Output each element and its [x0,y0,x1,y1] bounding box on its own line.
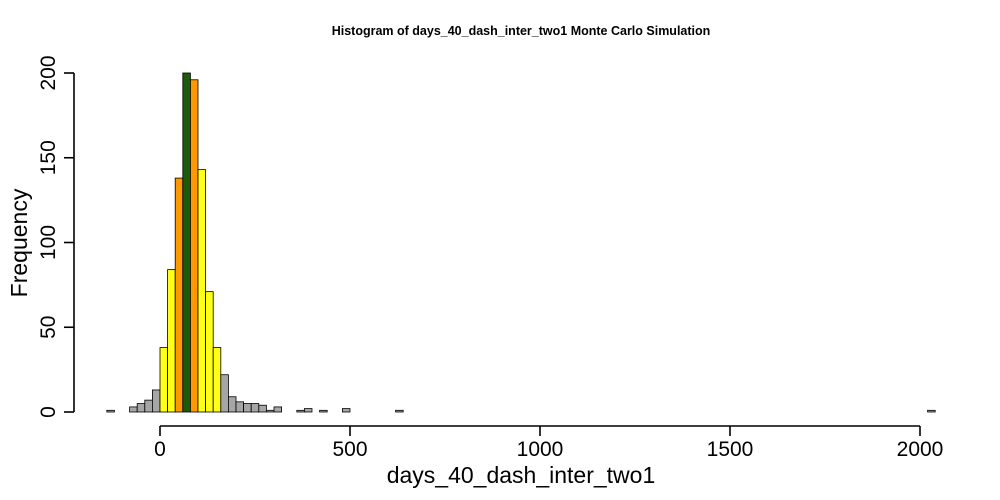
histogram-bar [174,177,184,413]
x-axis-label: days_40_dash_inter_two1 [387,462,656,488]
y-axis-label: Frequency [6,188,32,297]
histogram-bar [235,401,244,413]
histogram-bar [296,409,305,413]
histogram-bar [144,399,153,413]
histogram-bar [319,409,328,413]
x-tick-label: 1000 [517,438,564,461]
histogram-bar [250,403,260,413]
x-tick-label: 1500 [707,438,754,461]
y-axis: 0 50 100 150 200 [37,55,75,418]
histogram-bar [258,404,267,413]
x-tick-label: 500 [332,438,367,461]
histogram-bar [197,169,206,413]
histogram-bar [205,291,214,413]
histogram-bar [151,389,161,413]
histogram-bar [395,409,404,413]
histogram-bar [182,72,191,413]
histogram-bar [189,79,199,413]
histogram-bar [227,396,237,413]
histogram-bar [273,406,282,413]
histogram-bar [159,347,168,413]
y-tick-label: 50 [37,316,60,339]
y-tick-label: 100 [37,225,60,260]
histogram-bar [265,409,275,413]
histogram-bar [927,409,936,413]
histogram-bar [136,403,146,413]
x-tick-label: 0 [154,438,166,461]
y-tick-label: 200 [37,55,60,90]
histogram-bar [303,408,313,413]
histogram-bar [341,408,351,413]
chart-title: Histogram of days_40_dash_inter_two1 Mon… [332,24,711,38]
histogram-bar [220,374,229,413]
x-axis: 0 500 1000 1500 2000 [154,425,944,461]
histogram-bar [167,269,176,413]
histogram-bar [129,406,138,413]
y-tick-label: 0 [37,406,60,418]
histogram-bar [212,347,222,413]
histogram-bar [243,403,252,413]
y-tick-label: 150 [37,140,60,175]
histogram-bar [106,409,115,413]
histogram-bars [106,72,936,413]
x-tick-label: 2000 [897,438,944,461]
